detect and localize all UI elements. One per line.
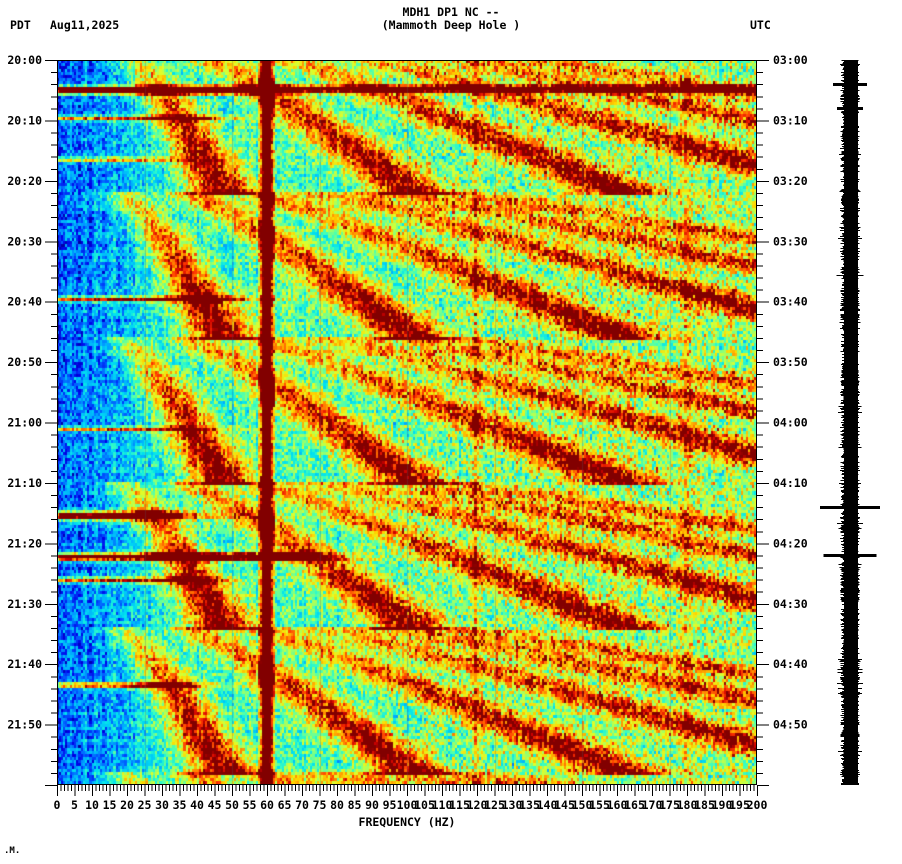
frequency-tick-label: 125 <box>484 798 505 812</box>
utc-tick-label: 03:00 <box>773 53 808 67</box>
frequency-tick-label: 80 <box>330 798 344 812</box>
frequency-tick-label: 25 <box>138 798 152 812</box>
frequency-tick-label: 170 <box>642 798 663 812</box>
frequency-tick-label: 0 <box>54 798 61 812</box>
frequency-tick-label: 50 <box>225 798 239 812</box>
utc-tick-label: 03:30 <box>773 234 808 248</box>
header: PDT Aug11,2025 MDH1 DP1 NC -- (Mammoth D… <box>0 0 902 46</box>
frequency-tick-label: 200 <box>747 798 768 812</box>
frequency-tick-label: 160 <box>607 798 628 812</box>
pdt-tick-label: 20:20 <box>7 174 42 188</box>
frequency-tick-label: 90 <box>365 798 379 812</box>
pdt-tick-label: 20:40 <box>7 295 42 309</box>
frequency-tick-label: 120 <box>467 798 488 812</box>
frequency-tick-label: 95 <box>383 798 397 812</box>
utc-tick-label: 04:40 <box>773 657 808 671</box>
utc-tick-label: 03:40 <box>773 295 808 309</box>
frequency-tick-label: 65 <box>278 798 292 812</box>
timezone-right-label: UTC <box>750 18 771 32</box>
station-name-title: (Mammoth Deep Hole ) <box>381 18 521 32</box>
pdt-tick-label: 21:50 <box>7 718 42 732</box>
pdt-tick-label: 21:40 <box>7 657 42 671</box>
pdt-tick-label: 20:30 <box>7 234 42 248</box>
frequency-tick-label: 10 <box>85 798 99 812</box>
utc-tick-label: 04:50 <box>773 718 808 732</box>
header-date-label: Aug11,2025 <box>50 18 120 32</box>
frequency-tick-label: 100 <box>397 798 418 812</box>
frequency-tick-label: 145 <box>554 798 575 812</box>
pdt-tick-label: 20:10 <box>7 113 42 127</box>
frequency-tick-label: 5 <box>71 798 78 812</box>
time-axis-right-utc: 03:00 03:10 03:20 03:30 03:40 03:50 04:00 04:10… <box>757 53 808 786</box>
station-code-title: MDH1 DP1 NC -- <box>402 5 500 19</box>
frequency-tick-label: 195 <box>729 798 750 812</box>
frequency-tick-label: 105 <box>414 798 435 812</box>
corner-glyph: .M. <box>4 846 21 856</box>
frequency-tick-label: 75 <box>313 798 327 812</box>
frequency-tick-label: 185 <box>694 798 715 812</box>
seismogram-trace <box>820 60 880 785</box>
spectrogram-panel[interactable] <box>57 60 757 785</box>
frequency-tick-label: 140 <box>537 798 558 812</box>
frequency-tick-label: 60 <box>260 798 274 812</box>
utc-tick-label: 03:20 <box>773 174 808 188</box>
timezone-left-label: PDT <box>10 18 31 32</box>
frequency-tick-label: 130 <box>502 798 523 812</box>
utc-tick-label: 04:30 <box>773 597 808 611</box>
frequency-tick-label: 115 <box>449 798 470 812</box>
frequency-tick-label: 85 <box>348 798 362 812</box>
pdt-tick-label: 20:50 <box>7 355 42 369</box>
frequency-tick-label: 190 <box>712 798 733 812</box>
utc-tick-label: 04:20 <box>773 536 808 550</box>
frequency-tick-label: 70 <box>295 798 309 812</box>
utc-tick-label: 03:50 <box>773 355 808 369</box>
pdt-tick-label: 21:00 <box>7 416 42 430</box>
frequency-tick-label: 30 <box>155 798 169 812</box>
frequency-tick-label: 35 <box>173 798 187 812</box>
spectrogram-canvas[interactable] <box>57 60 757 785</box>
frequency-axis-label: FREQUENCY (HZ) <box>359 815 456 829</box>
frequency-tick-label: 55 <box>243 798 257 812</box>
time-axis-left-pdt: 20:00 20:10 20:20 20:30 20:40 20:50 21:00 21:10… <box>7 53 57 786</box>
utc-tick-label: 04:10 <box>773 476 808 490</box>
frequency-tick-label: 180 <box>677 798 698 812</box>
frequency-tick-label: 45 <box>208 798 222 812</box>
frequency-tick-label: 40 <box>190 798 204 812</box>
frequency-axis: 0 5 10 15 20 25 30 35 40 45 50 55 60 65 70 75 80 85 90 95 10… <box>54 785 768 829</box>
seismogram-trace-panel <box>820 60 902 785</box>
utc-tick-label: 03:10 <box>773 113 808 127</box>
pdt-tick-label: 21:30 <box>7 597 42 611</box>
frequency-tick-label: 155 <box>589 798 610 812</box>
frequency-tick-label: 20 <box>120 798 134 812</box>
frequency-tick-label: 135 <box>519 798 540 812</box>
frequency-tick-label: 15 <box>103 798 117 812</box>
pdt-tick-label: 21:20 <box>7 536 42 550</box>
pdt-tick-label: 21:10 <box>7 476 42 490</box>
frequency-tick-label: 175 <box>659 798 680 812</box>
pdt-tick-label: 20:00 <box>7 53 42 67</box>
frequency-tick-label: 150 <box>572 798 593 812</box>
frequency-tick-label: 165 <box>624 798 645 812</box>
utc-tick-label: 04:00 <box>773 416 808 430</box>
frequency-tick-label: 110 <box>432 798 453 812</box>
